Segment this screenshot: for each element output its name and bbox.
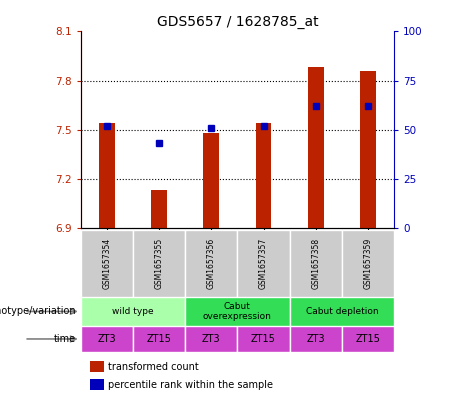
Text: GSM1657356: GSM1657356 [207, 238, 216, 289]
Bar [360, 71, 376, 228]
Text: ZT3: ZT3 [307, 334, 325, 344]
Bar [81, 297, 185, 326]
Bar [151, 190, 167, 228]
Text: wild type: wild type [112, 307, 154, 316]
Text: ZT15: ZT15 [147, 334, 171, 344]
Text: GSM1657358: GSM1657358 [311, 238, 320, 289]
Bar [342, 326, 394, 352]
Text: ZT3: ZT3 [202, 334, 221, 344]
Bar [185, 230, 237, 297]
Text: time: time [54, 334, 76, 344]
Bar [342, 230, 394, 297]
Text: GSM1657354: GSM1657354 [102, 238, 111, 289]
Bar [185, 297, 290, 326]
Title: GDS5657 / 1628785_at: GDS5657 / 1628785_at [157, 15, 318, 29]
Text: ZT15: ZT15 [355, 334, 380, 344]
Text: ZT15: ZT15 [251, 334, 276, 344]
Bar [185, 326, 237, 352]
Text: ZT3: ZT3 [97, 334, 116, 344]
Bar [81, 326, 133, 352]
Text: GSM1657359: GSM1657359 [364, 238, 372, 289]
Bar [99, 123, 115, 228]
Bar [133, 230, 185, 297]
Bar [90, 379, 104, 390]
Text: genotype/variation: genotype/variation [0, 307, 76, 316]
Text: GSM1657355: GSM1657355 [154, 238, 164, 289]
Bar [90, 361, 104, 372]
Bar [308, 68, 324, 228]
Text: Cabut depletion: Cabut depletion [306, 307, 378, 316]
Text: GSM1657357: GSM1657357 [259, 238, 268, 289]
Bar [81, 230, 133, 297]
Bar [290, 326, 342, 352]
Text: transformed count: transformed count [108, 362, 199, 372]
Text: percentile rank within the sample: percentile rank within the sample [108, 380, 273, 390]
Bar [290, 297, 394, 326]
Bar [237, 326, 290, 352]
Bar [203, 133, 219, 228]
Bar [256, 123, 272, 228]
Bar [290, 230, 342, 297]
Text: Cabut
overexpression: Cabut overexpression [203, 302, 272, 321]
Bar [237, 230, 290, 297]
Bar [133, 326, 185, 352]
